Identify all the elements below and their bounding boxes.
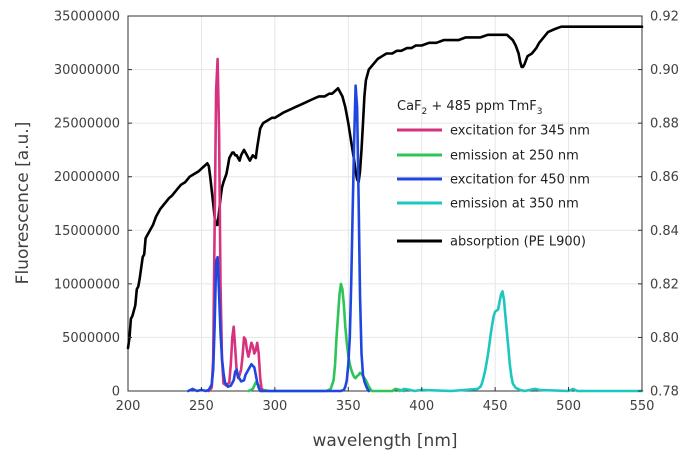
y-tick-label: 10000000 bbox=[54, 277, 120, 292]
x-tick-label: 450 bbox=[483, 399, 508, 414]
legend-title: CaF2 + 485 ppm TmF3 bbox=[397, 99, 542, 117]
y-tick-label: 35000000 bbox=[54, 10, 120, 25]
y2-tick-label: 0.88 bbox=[650, 117, 679, 132]
legend: CaF2 + 485 ppm TmF3 excitation for 345 n… bbox=[397, 99, 590, 250]
x-axis-title: wavelength [nm] bbox=[312, 431, 457, 451]
series-line-emission-at-350-nm bbox=[398, 290, 644, 393]
y-tick-label: 0 bbox=[112, 385, 120, 400]
y-tick-label: 20000000 bbox=[54, 170, 120, 185]
x-tick-label: 400 bbox=[409, 399, 434, 414]
y2-tick-label: 0.92 bbox=[650, 10, 679, 25]
legend-label: excitation for 450 nm bbox=[450, 173, 590, 188]
y2-tick-label: 0.82 bbox=[650, 277, 679, 292]
x-tick-label: 550 bbox=[630, 399, 655, 414]
legend-label: excitation for 345 nm bbox=[450, 124, 590, 139]
x-tick-label: 350 bbox=[336, 399, 361, 414]
legend-label: emission at 350 nm bbox=[450, 197, 579, 212]
y-axis-title: Fluorescence [a.u.] bbox=[13, 122, 33, 285]
x-tick-label: 200 bbox=[116, 399, 141, 414]
y2-tick-label: 0.80 bbox=[650, 331, 679, 346]
series-line-absorption-pe-l900 bbox=[126, 25, 644, 350]
y-tick-label: 30000000 bbox=[54, 63, 120, 78]
series-line-excitation-for-450-nm bbox=[186, 84, 371, 393]
axis-ticks: 200 250 300 350 400 450 500 550 0 5000000 10000000… bbox=[54, 10, 679, 415]
legend-label: emission at 250 nm bbox=[450, 149, 579, 164]
x-tick-label: 500 bbox=[556, 399, 581, 414]
x-tick-label: 250 bbox=[189, 399, 214, 414]
x-tick-label: 300 bbox=[262, 399, 287, 414]
y2-tick-label: 0.90 bbox=[650, 63, 679, 78]
y-tick-label: 5000000 bbox=[62, 331, 120, 346]
y2-tick-label: 0.84 bbox=[650, 224, 679, 239]
y-tick-label: 25000000 bbox=[54, 117, 120, 132]
legend-label: absorption (PE L900) bbox=[450, 235, 586, 250]
y2-tick-label: 0.86 bbox=[650, 170, 679, 185]
y2-tick-label: 0.78 bbox=[650, 385, 679, 400]
y-tick-label: 15000000 bbox=[54, 224, 120, 239]
series-layer bbox=[126, 25, 644, 393]
